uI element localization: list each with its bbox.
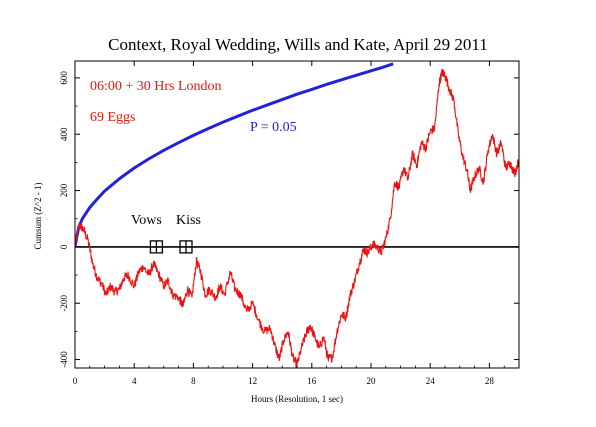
x-tick-label: 28 (485, 376, 495, 386)
x-tick-label: 20 (367, 376, 377, 386)
annotation-p-value: P = 0.05 (250, 120, 297, 135)
y-tick-label: 200 (59, 183, 69, 197)
annotation-window: 06:00 + 30 Hrs London (90, 79, 222, 94)
event-marker-kiss (179, 240, 193, 254)
y-axis-label: Cumsum (Z^2 - 1) (33, 183, 43, 250)
x-tick-label: 8 (191, 376, 196, 386)
p05-envelope-line (75, 62, 394, 248)
x-tick-label: 12 (248, 376, 257, 386)
y-tick-label: 0 (59, 244, 69, 249)
x-tick-label: 0 (73, 376, 78, 386)
event-marker-vows (149, 240, 164, 254)
y-tick-label: -400 (59, 351, 69, 368)
y-axis-ticks: -400 -200 0 200 400 600 (59, 71, 519, 368)
event-markers (149, 240, 193, 254)
annotation-kiss: Kiss (176, 213, 201, 228)
chart-title: Context, Royal Wedding, Wills and Kate, … (108, 35, 488, 54)
x-tick-label: 4 (132, 376, 137, 386)
x-axis-label: Hours (Resolution, 1 sec) (251, 394, 343, 404)
x-tick-label: 16 (307, 376, 317, 386)
y-tick-label: 400 (59, 127, 69, 141)
x-tick-label: 24 (426, 376, 436, 386)
y-tick-label: 600 (59, 71, 69, 85)
cumsum-line (75, 69, 519, 368)
y-tick-label: -200 (59, 294, 69, 311)
annotation-eggs: 69 Eggs (90, 110, 136, 125)
annotation-vows: Vows (131, 213, 162, 228)
x-axis-ticks: 0 4 8 12 16 20 24 28 (73, 61, 505, 386)
